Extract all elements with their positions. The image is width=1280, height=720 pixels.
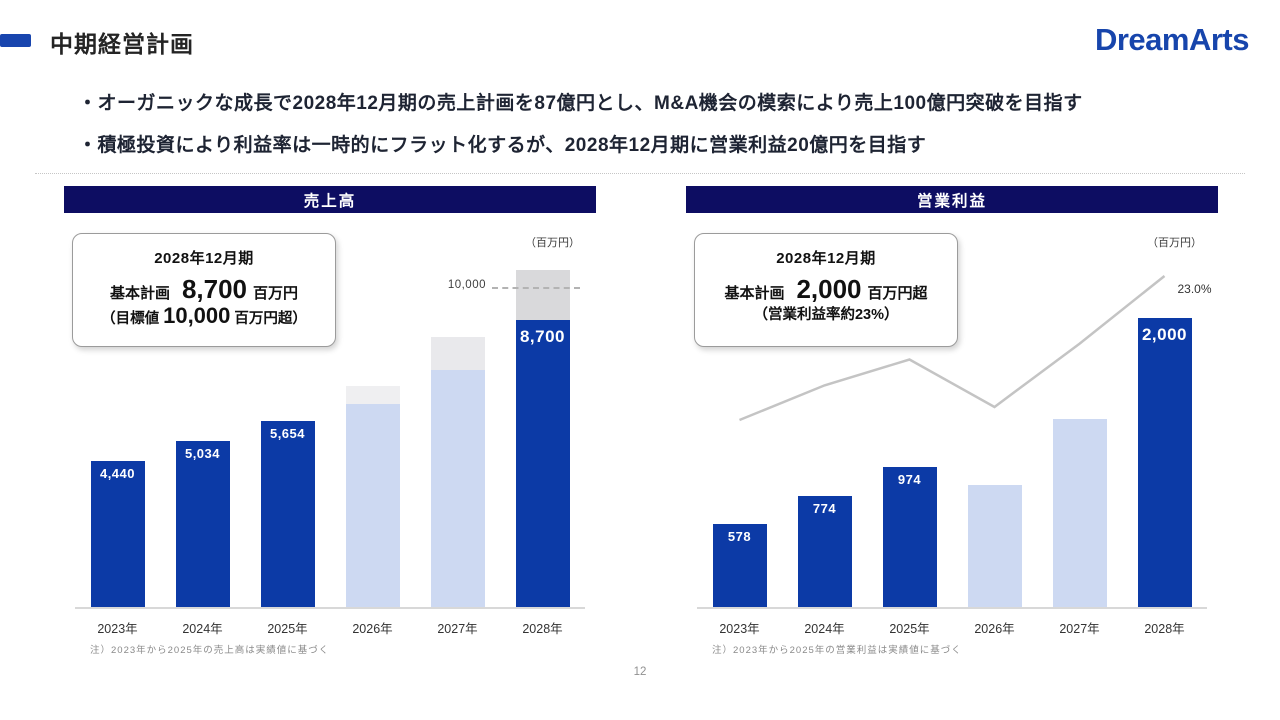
revenue-unit-label: （百万円） bbox=[525, 237, 580, 249]
bar-value-label: 8,700 bbox=[519, 327, 566, 346]
revenue-chart-panel: 売上高 （百万円） 2028年12月期 基本計画 8,700 百万円 （目標値 10,… bbox=[64, 186, 596, 668]
bar-2028年: 2,000 bbox=[1137, 318, 1192, 608]
x-axis-label: 2027年 bbox=[437, 622, 478, 636]
x-axis-label: 2025年 bbox=[889, 622, 930, 636]
callout-target-prefix: （目標値 bbox=[101, 311, 160, 327]
dreamarts-logo: DreamArts bbox=[1094, 22, 1250, 57]
bar-2025年: 5,654 bbox=[260, 421, 315, 608]
bar-value-label: 5,034 bbox=[184, 446, 221, 461]
x-axis-label: 2027年 bbox=[1059, 622, 1100, 636]
callout-margin-line: （営業利益率約23%） bbox=[695, 303, 957, 324]
callout-plan-suffix: 百万円超 bbox=[867, 285, 928, 302]
callout-plan-value: 2,000 bbox=[796, 274, 862, 304]
operating-profit-chart-panel: 営業利益 （百万円） 2028年12月期 基本計画 2,000 百万円超 （営業利益… bbox=[686, 186, 1218, 668]
x-axis-label: 2023年 bbox=[719, 622, 760, 636]
x-axis-label: 2024年 bbox=[182, 622, 223, 636]
bar-2025年: 974 bbox=[882, 467, 937, 608]
callout-base-plan: 基本計画 2,000 百万円超 bbox=[695, 274, 957, 305]
bar-2023年: 4,440 bbox=[90, 461, 145, 608]
operating-profit-plot-area: 578 2023年 774 2024年 974 2025年 2026年 2027年 2,000 2… bbox=[686, 186, 1218, 636]
x-axis-label: 2028年 bbox=[1144, 622, 1185, 636]
page-number: 12 bbox=[633, 666, 647, 678]
bar-value-label: 578 bbox=[727, 529, 752, 544]
x-axis-label: 2024年 bbox=[804, 622, 845, 636]
operating-profit-note: 注）2023年から2025年の営業利益は実績値に基づく bbox=[712, 645, 962, 656]
bullet-revenue-goal: ・オーガニックな成長で2028年12月期の売上計画を87億円とし、M&A機会の模… bbox=[78, 93, 1083, 114]
operating-profit-unit-label: （百万円） bbox=[1147, 237, 1202, 249]
bar-2028年: 8,700 bbox=[515, 320, 570, 608]
bar-2023年: 578 bbox=[712, 524, 767, 608]
callout-plan-label: 基本計画 bbox=[109, 285, 170, 302]
callout-plan-suffix: 百万円 bbox=[253, 285, 299, 302]
callout-target-line: （目標値 10,000 百万円超） bbox=[73, 303, 335, 329]
callout-target-value: 10,000 bbox=[163, 303, 231, 328]
x-axis-label: 2028年 bbox=[522, 622, 563, 636]
operating-profit-target-callout: 2028年12月期 基本計画 2,000 百万円超 （営業利益率約23%） bbox=[694, 233, 958, 347]
bar-2026年 bbox=[967, 485, 1022, 608]
target-reference-label: 10,000 bbox=[447, 279, 486, 291]
x-axis-line bbox=[697, 607, 1207, 609]
x-axis-label: 2026年 bbox=[352, 622, 393, 636]
bar-value-label: 4,440 bbox=[99, 466, 136, 481]
x-axis-label: 2023年 bbox=[97, 622, 138, 636]
bar-value-label: 774 bbox=[812, 501, 837, 516]
bar-value-label: 2,000 bbox=[1141, 325, 1188, 344]
callout-margin-value: 約23% bbox=[840, 307, 885, 323]
revenue-chart-header: 売上高 bbox=[64, 186, 596, 213]
bar-value-label: 974 bbox=[897, 472, 922, 487]
callout-margin-prefix: （営業利益率 bbox=[753, 307, 841, 323]
bullet-profit-goal: ・積極投資により利益率は一時的にフラット化するが、2028年12月期に営業利益2… bbox=[78, 135, 927, 156]
callout-plan-label: 基本計画 bbox=[724, 285, 785, 302]
page-title: 中期経営計画 bbox=[50, 31, 194, 57]
bar-value-label: 5,654 bbox=[269, 426, 306, 441]
bar-2027年 bbox=[1052, 419, 1107, 608]
bar-2026年 bbox=[345, 404, 400, 608]
x-axis-label: 2025年 bbox=[267, 622, 308, 636]
callout-title: 2028年12月期 bbox=[154, 250, 254, 267]
callout-title: 2028年12月期 bbox=[776, 250, 876, 267]
margin-end-label: 23.0% bbox=[1177, 282, 1212, 296]
callout-margin-suffix: ） bbox=[884, 307, 899, 323]
dotted-divider bbox=[35, 173, 1245, 174]
bar-2027年 bbox=[430, 370, 485, 608]
x-axis-line bbox=[75, 607, 585, 609]
bar-2024年: 774 bbox=[797, 496, 852, 608]
target-cap-2028年 bbox=[515, 270, 570, 320]
target-cap-2026年 bbox=[345, 386, 400, 404]
callout-base-plan: 基本計画 8,700 百万円 bbox=[73, 274, 335, 305]
callout-plan-value: 8,700 bbox=[181, 274, 248, 304]
target-cap-2027年 bbox=[430, 337, 485, 370]
bar-2024年: 5,034 bbox=[175, 441, 230, 608]
title-accent-bar bbox=[0, 34, 31, 47]
x-axis-label: 2026年 bbox=[974, 622, 1015, 636]
revenue-plot-area: 4,440 2023年 5,034 2024年 5,654 2025年 2026年 2027年… bbox=[64, 186, 596, 636]
target-reference-dashed-line bbox=[492, 287, 580, 289]
callout-target-suffix: 百万円超） bbox=[234, 311, 307, 327]
revenue-note: 注）2023年から2025年の売上高は実績値に基づく bbox=[90, 645, 330, 656]
revenue-target-callout: 2028年12月期 基本計画 8,700 百万円 （目標値 10,000 百万円超） bbox=[72, 233, 336, 347]
summary-bullets: ・オーガニックな成長で2028年12月期の売上計画を87億円とし、M&A機会の模… bbox=[78, 88, 1218, 172]
operating-profit-chart-header: 営業利益 bbox=[686, 186, 1218, 213]
